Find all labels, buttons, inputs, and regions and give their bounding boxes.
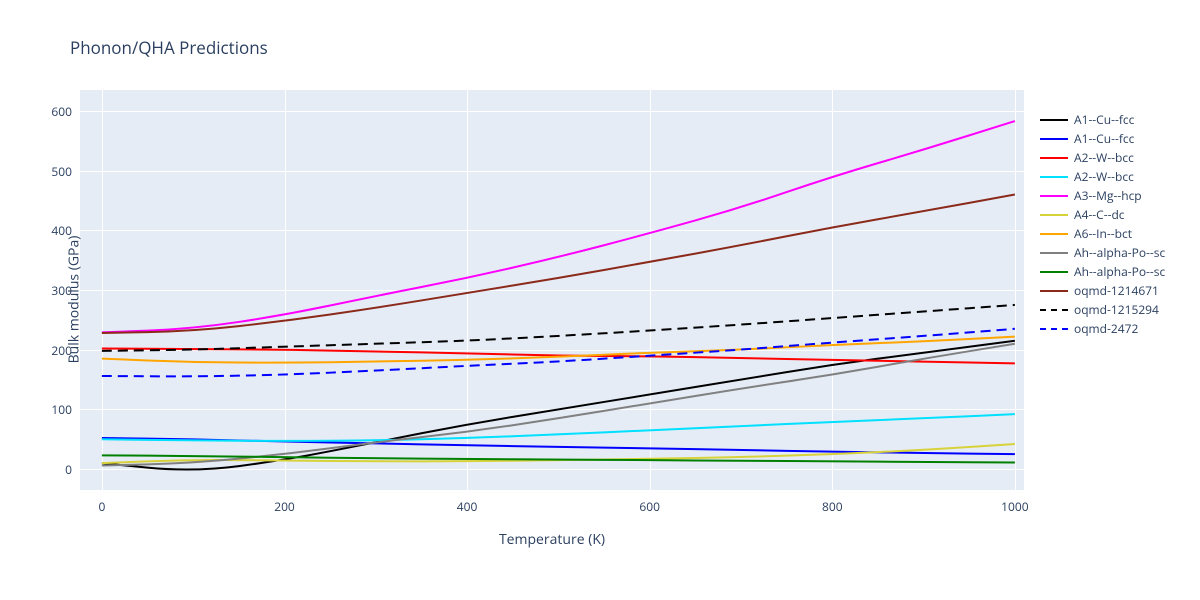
y-tick-label: 600 [32,103,72,120]
legend-label: A1--Cu--fcc [1074,111,1134,128]
chart-lines [80,90,1024,490]
legend-label: oqmd-1214671 [1074,282,1159,299]
legend-item[interactable]: Ah--alpha-Po--sc [1040,262,1165,281]
legend-item[interactable]: oqmd-1215294 [1040,300,1165,319]
legend-swatch [1040,309,1068,311]
legend-swatch [1040,195,1068,197]
legend-item[interactable]: A2--W--bcc [1040,167,1165,186]
x-tick-label: 800 [822,498,843,515]
legend-label: A2--W--bcc [1074,168,1134,185]
legend-label: Ah--alpha-Po--sc [1074,263,1165,280]
legend-item[interactable]: A2--W--bcc [1040,148,1165,167]
x-tick-label: 200 [274,498,295,515]
legend-swatch [1040,138,1068,140]
y-tick-label: 100 [32,401,72,418]
legend-swatch [1040,119,1068,121]
legend-label: A2--W--bcc [1074,149,1134,166]
y-axis-label: Bulk modulus (GPa) [64,236,83,364]
series-line[interactable] [102,194,1015,333]
legend-item[interactable]: A4--C--dc [1040,205,1165,224]
legend-label: A4--C--dc [1074,206,1125,223]
legend-swatch [1040,271,1068,273]
x-axis-label: Temperature (K) [499,530,605,549]
legend-item[interactable]: oqmd-2472 [1040,319,1165,338]
legend-item[interactable]: Ah--alpha-Po--sc [1040,243,1165,262]
legend-swatch [1040,214,1068,216]
x-tick-label: 600 [639,498,660,515]
series-line[interactable] [102,121,1015,332]
legend-label: Ah--alpha-Po--sc [1074,244,1165,261]
legend-label: A1--Cu--fcc [1074,130,1134,147]
legend-swatch [1040,290,1068,292]
legend-swatch [1040,328,1068,330]
legend-swatch [1040,252,1068,254]
x-tick-label: 1000 [1001,498,1028,515]
y-tick-label: 500 [32,163,72,180]
legend-item[interactable]: A3--Mg--hcp [1040,186,1165,205]
legend-label: A3--Mg--hcp [1074,187,1142,204]
y-tick-label: 0 [32,461,72,478]
x-tick-label: 400 [457,498,478,515]
legend-label: oqmd-1215294 [1074,301,1159,318]
legend-label: oqmd-2472 [1074,320,1138,337]
legend[interactable]: A1--Cu--fcc A1--Cu--fcc A2--W--bcc A2--W--b… [1040,110,1165,338]
legend-swatch [1040,157,1068,159]
plot-area [80,90,1024,490]
legend-label: A6--In--bct [1074,225,1132,242]
x-tick-label: 0 [98,498,105,515]
legend-swatch [1040,176,1068,178]
chart-title: Phonon/QHA Predictions [70,36,268,59]
legend-item[interactable]: oqmd-1214671 [1040,281,1165,300]
legend-item[interactable]: A1--Cu--fcc [1040,129,1165,148]
legend-swatch [1040,233,1068,235]
legend-item[interactable]: A6--In--bct [1040,224,1165,243]
legend-item[interactable]: A1--Cu--fcc [1040,110,1165,129]
